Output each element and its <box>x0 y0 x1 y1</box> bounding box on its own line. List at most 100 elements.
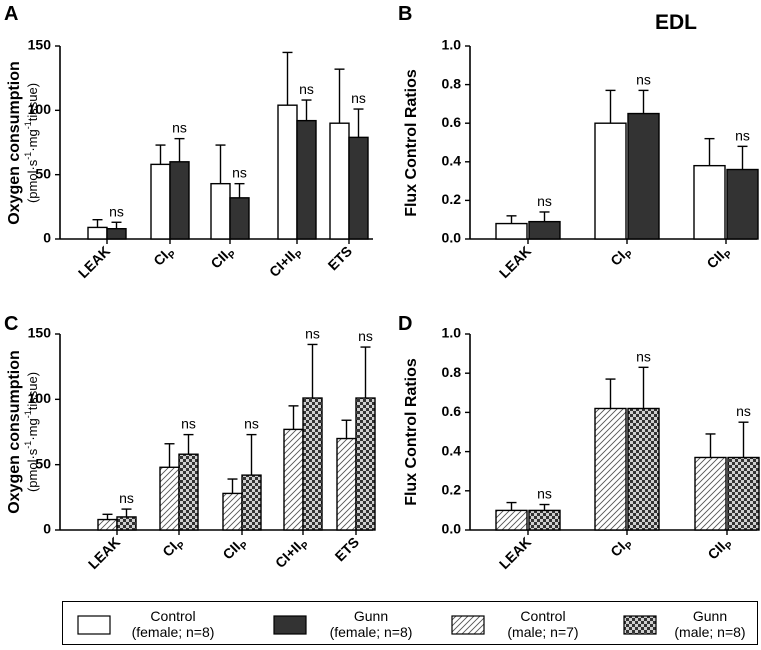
significance-label: ns <box>537 486 552 502</box>
y-tick-label: 50 <box>35 165 51 181</box>
y-units-part: (pmol·s <box>25 159 40 203</box>
y-tick-label: 0.0 <box>442 521 462 537</box>
x-tick-label: CIP <box>607 534 636 563</box>
bar-control_female <box>594 122 627 240</box>
bar-gunn_female <box>296 119 317 240</box>
bar-control_male <box>495 509 528 531</box>
legend-label-line2: (female; n=8) <box>131 624 215 640</box>
x-tick-label-main: ETS <box>325 243 356 274</box>
x-tick-label-main: CI <box>607 248 628 269</box>
edl-label: EDL <box>655 11 697 34</box>
bar-gunn_female <box>627 112 660 240</box>
bar-gunn_male <box>178 453 199 531</box>
legend-swatch <box>451 615 485 635</box>
x-tick-label: CIP <box>150 243 179 272</box>
panel-label: B <box>398 3 412 25</box>
y-units-part: tissue) <box>25 372 40 410</box>
y-units-part: ·mg <box>25 129 40 151</box>
x-tick-label-main: LEAK <box>85 534 123 572</box>
x-tick-label: CIP <box>607 243 636 272</box>
y-axis-units: (pmol·s-1·mg-1tissue) <box>23 83 40 203</box>
y-tick-label: 150 <box>28 37 52 53</box>
significance-label: ns <box>305 325 320 341</box>
y-tick-label: 50 <box>35 455 51 471</box>
x-tick-label: ETS <box>325 243 356 274</box>
y-tick-label: 0.8 <box>442 364 462 380</box>
y-tick-label: 0.2 <box>442 191 462 207</box>
bar-control_male <box>594 407 627 531</box>
x-tick-label: LEAK <box>75 243 113 281</box>
x-tick-label-main: CI <box>150 248 171 269</box>
bar-control_male <box>222 492 243 531</box>
bar-control_female <box>495 222 528 240</box>
x-tick-label-main: CII <box>207 248 231 272</box>
bar-control_female <box>210 182 231 240</box>
y-tick-label: 0.6 <box>442 403 462 419</box>
y-tick-label: 100 <box>28 390 52 406</box>
significance-label: ns <box>299 81 314 97</box>
y-tick-label: 0.8 <box>442 75 462 91</box>
bar-gunn_female <box>528 220 561 240</box>
bar-control_male <box>283 428 304 531</box>
bar-control_male <box>336 437 357 531</box>
panel-label: C <box>4 313 18 335</box>
bar-control_male <box>159 466 180 531</box>
y-axis-units: (pmol·s-1·mg-1tissue) <box>23 372 40 492</box>
significance-label: ns <box>232 165 247 181</box>
bar-gunn_male <box>116 516 137 531</box>
x-tick-label: CIIP <box>703 243 735 275</box>
x-tick-label-main: LEAK <box>75 243 113 281</box>
significance-label: ns <box>351 90 366 106</box>
y-units-part: -1 <box>23 441 33 449</box>
x-tick-label: LEAK <box>496 534 534 572</box>
legend: Control (female; n=8) Gunn (female; n=8)… <box>62 601 758 645</box>
legend-swatch <box>273 615 307 635</box>
y-tick-label: 0 <box>43 521 51 537</box>
x-tick-label: CI+IIP <box>266 243 306 283</box>
x-tick-label: CIIP <box>704 534 736 566</box>
bar-control_male <box>97 518 118 531</box>
x-tick-label-main: CII <box>219 539 243 563</box>
y-units-part: (pmol·s <box>25 448 40 492</box>
legend-label-line1: Gunn <box>353 608 389 624</box>
bar-gunn_male <box>355 397 376 531</box>
x-tick-label: CIP <box>159 534 188 563</box>
x-tick-label: CIIP <box>219 534 251 566</box>
y-units-part: -1 <box>23 121 33 129</box>
legend-swatch <box>77 615 111 635</box>
y-units-part: -1 <box>23 410 33 418</box>
bar-gunn_male <box>528 509 561 531</box>
y-axis-title: Flux Control Ratios <box>403 69 420 217</box>
significance-label: ns <box>109 203 124 219</box>
bar-gunn_male <box>627 407 660 531</box>
x-tick-label-main: CI <box>159 539 180 560</box>
x-tick-label-main: CI+II <box>272 539 305 572</box>
x-tick-label-main: LEAK <box>496 534 534 572</box>
panel-label: D <box>398 313 412 335</box>
significance-label: ns <box>736 403 751 419</box>
legend-label-line1: Control <box>150 608 196 624</box>
y-tick-label: 0.0 <box>442 230 462 246</box>
bar-control_female <box>277 104 298 240</box>
y-tick-label: 0.4 <box>442 442 462 458</box>
x-tick-label-main: LEAK <box>496 243 534 281</box>
y-units-part: tissue) <box>25 83 40 121</box>
x-tick-label: ETS <box>332 534 363 565</box>
x-tick-label-main: CII <box>703 248 727 272</box>
significance-label: ns <box>119 490 134 506</box>
y-tick-label: 0.4 <box>442 153 462 169</box>
bar-gunn_female <box>106 228 127 240</box>
significance-label: ns <box>172 120 187 136</box>
bar-gunn_male <box>302 397 323 531</box>
y-tick-label: 100 <box>28 101 52 117</box>
significance-label: ns <box>636 71 651 87</box>
panel-B: B Flux Control Ratios 0.0 0.2 0.4 0.6 0.8 1.0 ns… <box>398 3 759 281</box>
significance-label: ns <box>244 416 259 432</box>
y-tick-label: 1.0 <box>442 37 462 53</box>
significance-label: ns <box>181 416 196 432</box>
bar-control_male <box>694 456 727 531</box>
legend-label-line1: Gunn <box>692 608 728 624</box>
